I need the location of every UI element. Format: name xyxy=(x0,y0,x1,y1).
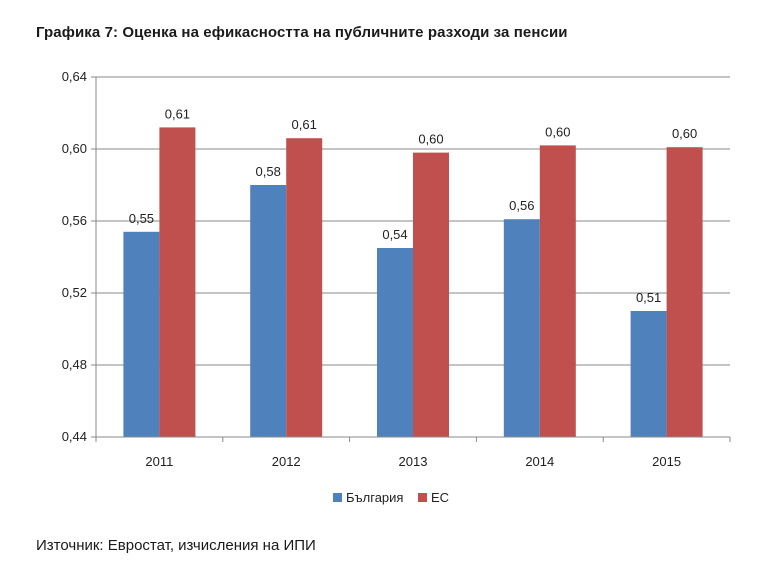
legend-swatch-eu xyxy=(418,493,427,502)
bar-eu-2013 xyxy=(413,152,449,437)
y-tick-label: 0,44 xyxy=(62,429,87,444)
x-axis: 2011 2012 2013 2014 2015 xyxy=(95,436,731,469)
bar-bulgaria-2011 xyxy=(123,231,160,437)
bar-bulgaria-2015 xyxy=(630,311,667,437)
legend: България ЕС xyxy=(333,490,449,505)
bar-bulgaria-2013 xyxy=(377,248,413,437)
y-tick-label: 0,48 xyxy=(62,357,87,372)
y-axis: 0,44 0,48 0,52 0,56 0,60 0,64 xyxy=(62,69,97,444)
data-label: 0,56 xyxy=(509,198,534,213)
data-label: 0,60 xyxy=(545,124,570,139)
y-tick-label: 0,56 xyxy=(62,213,87,228)
data-label: 0,60 xyxy=(672,126,697,141)
legend-label-eu: ЕС xyxy=(431,490,449,505)
data-label: 0,61 xyxy=(292,117,317,132)
bar-eu-2011 xyxy=(159,127,196,438)
x-tick-label: 2011 xyxy=(145,454,173,469)
y-tick-label: 0,52 xyxy=(62,285,87,300)
x-tick-label: 2015 xyxy=(652,454,681,469)
bar-eu-2014 xyxy=(539,145,576,437)
data-label: 0,60 xyxy=(418,132,443,147)
bar-bulgaria-2014 xyxy=(503,219,540,437)
data-label: 0,58 xyxy=(256,164,281,179)
chart-title: Графика 7: Оценка на ефикасността на пуб… xyxy=(36,24,568,41)
y-tick-label: 0,60 xyxy=(62,141,87,156)
legend-swatch-bulgaria xyxy=(333,493,342,502)
bars: 0,55 0,61 0,58 0,61 0,54 0,60 0,56 0,60 0,51 0,60 xyxy=(123,106,703,438)
bar-eu-2015 xyxy=(666,147,703,437)
x-tick-label: 2012 xyxy=(272,454,301,469)
data-label: 0,61 xyxy=(165,106,190,121)
y-tick-label: 0,64 xyxy=(62,69,87,84)
source-note: Източник: Евростат, изчисления на ИПИ xyxy=(36,537,316,554)
data-label: 0,54 xyxy=(382,227,407,242)
bar-eu-2012 xyxy=(286,138,323,437)
x-tick-label: 2014 xyxy=(525,454,554,469)
legend-label-bulgaria: България xyxy=(346,490,403,505)
bar-bulgaria-2012 xyxy=(250,185,287,437)
x-tick-label: 2013 xyxy=(399,454,428,469)
data-label: 0,55 xyxy=(129,211,154,226)
data-label: 0,51 xyxy=(636,290,661,305)
